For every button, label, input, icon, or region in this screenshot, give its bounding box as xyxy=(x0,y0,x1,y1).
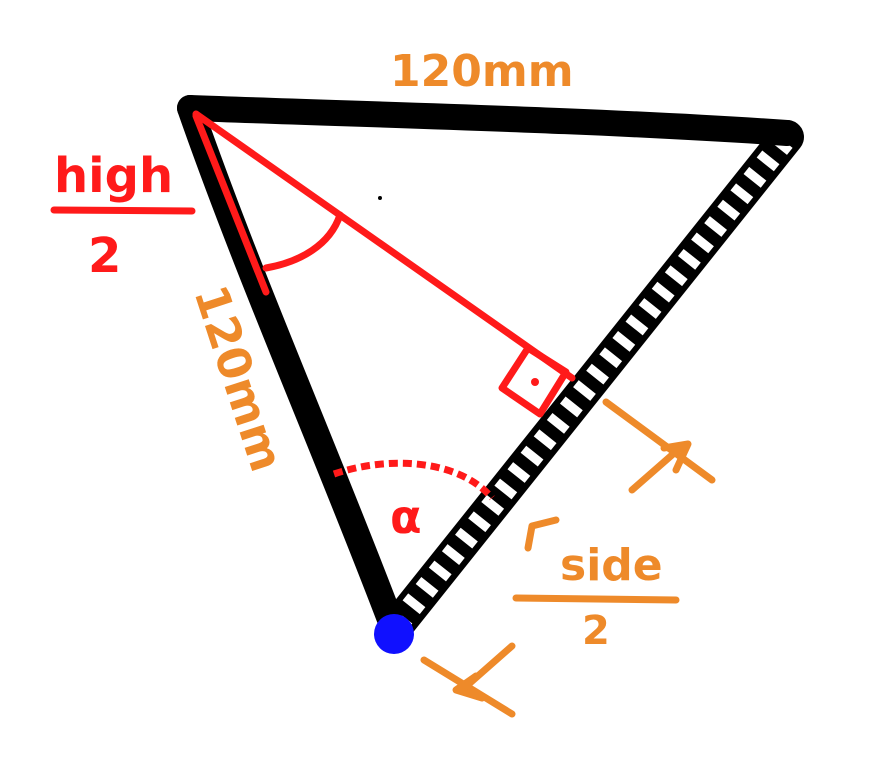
dimension-arrow-upper xyxy=(602,398,716,494)
triangle-side-left xyxy=(177,95,407,643)
alpha-label: α xyxy=(390,490,422,544)
right-angle-marker xyxy=(498,344,570,418)
side-half-fraction: side 2 xyxy=(512,540,680,654)
alpha-angle-arc xyxy=(332,459,495,501)
dimension-arrow-lower xyxy=(420,642,516,718)
high-half-fraction: high 2 xyxy=(50,148,196,284)
top-angle-arc xyxy=(262,211,344,272)
vertex-dot xyxy=(374,614,414,654)
height-line xyxy=(192,110,576,382)
top-side-label: 120mm xyxy=(390,46,574,97)
height-line-left-mark xyxy=(192,112,270,296)
triangle-side-hatched xyxy=(377,120,804,646)
side-denominator: 2 xyxy=(582,608,610,654)
triangle-side-top xyxy=(177,95,800,146)
high-numerator: high xyxy=(54,148,173,204)
high-denominator: 2 xyxy=(88,228,121,284)
dimension-corner-mark xyxy=(524,516,560,552)
stray-dot xyxy=(378,196,382,200)
side-fraction-bar xyxy=(512,594,680,604)
high-fraction-bar xyxy=(50,206,196,215)
side-numerator: side xyxy=(560,540,663,591)
